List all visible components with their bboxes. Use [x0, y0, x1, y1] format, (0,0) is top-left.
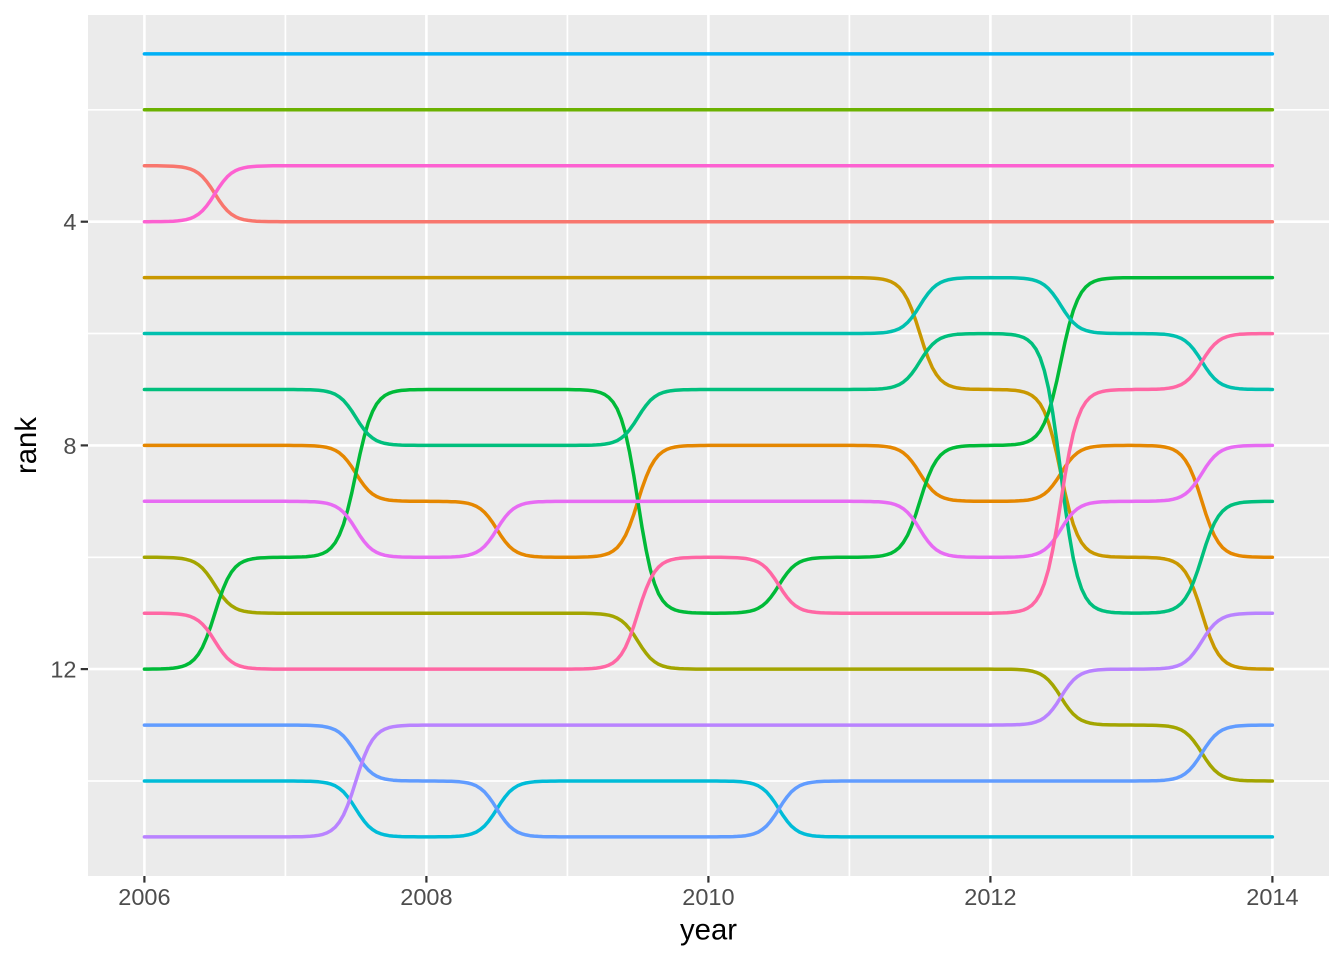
svg-text:2012: 2012	[964, 884, 1016, 910]
svg-text:4: 4	[63, 209, 76, 235]
svg-text:12: 12	[50, 657, 76, 683]
svg-text:2008: 2008	[400, 884, 452, 910]
svg-text:2010: 2010	[682, 884, 734, 910]
svg-text:2006: 2006	[118, 884, 170, 910]
svg-text:2014: 2014	[1246, 884, 1298, 910]
svg-text:8: 8	[63, 433, 76, 459]
svg-text:rank: rank	[10, 417, 43, 474]
svg-text:year: year	[680, 914, 737, 947]
